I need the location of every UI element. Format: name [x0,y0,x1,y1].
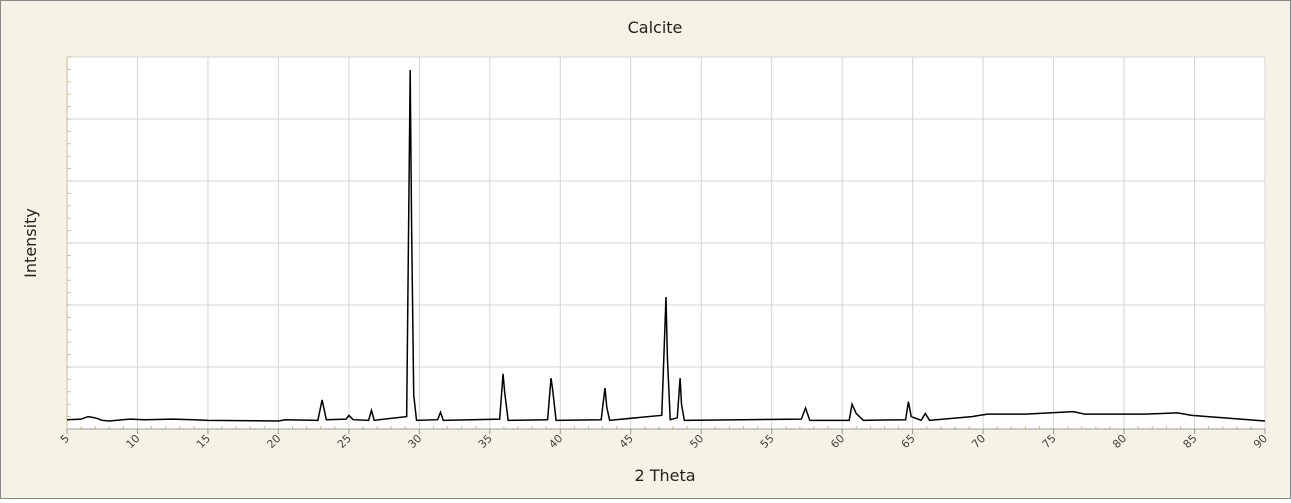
x-axis-label: 2 Theta [634,466,695,485]
chart-title: Calcite [628,18,683,37]
data-line [66,70,1266,422]
y-axis-label: Intensity [21,208,40,278]
